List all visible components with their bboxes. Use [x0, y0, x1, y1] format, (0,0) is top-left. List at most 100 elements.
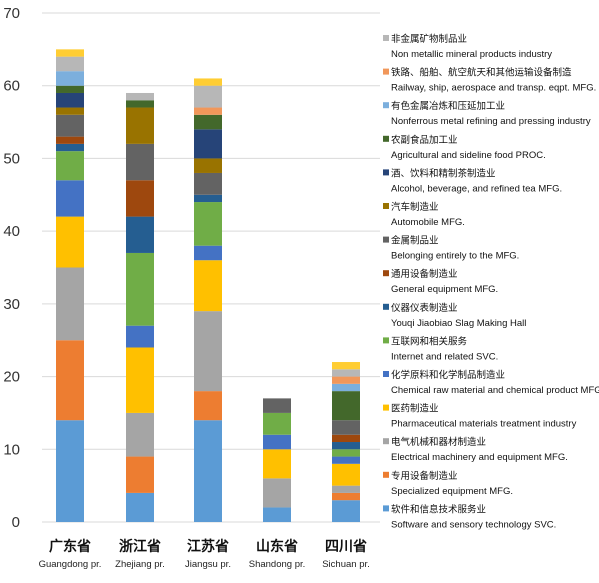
- bar-segment-c2-s9: [194, 158, 222, 173]
- bar-segment-c4-s0: [332, 500, 360, 522]
- bar-segment-c2-s5: [194, 202, 222, 246]
- legend-swatch-6: [383, 303, 389, 310]
- legend-swatch-4: [383, 371, 389, 377]
- legend-swatch-9: [383, 203, 389, 209]
- legend-label-cn-1: 专用设备制造业: [391, 470, 458, 482]
- bar-segment-c2-s2: [194, 311, 222, 392]
- bar-segment-c4-s4: [332, 456, 360, 464]
- legend-swatch-1: [383, 471, 389, 478]
- legend-label-cn-9: 汽车制造业: [391, 201, 439, 213]
- bar-segment-c1-s11: [126, 100, 154, 108]
- legend-swatch-3: [383, 404, 389, 411]
- bars: [56, 49, 360, 522]
- legend-label-en-9: Automobile MFG.: [391, 217, 465, 228]
- bar-segment-c0-s10: [56, 92, 84, 108]
- bar-segment-c4-s6: [332, 442, 360, 450]
- category-label-en-1: Zhejiang pr.: [115, 559, 165, 570]
- legend-label-cn-11: 农副食品加工业: [391, 134, 458, 146]
- bar-segment-c4-s3: [332, 463, 360, 486]
- legend-label-en-12: Nonferrous metal refining and pressing i…: [391, 116, 591, 127]
- bar-segment-c3-s0: [263, 507, 291, 522]
- category-label-cn-3: 山东省: [256, 538, 298, 554]
- bar-segment-c0-s0: [56, 420, 84, 522]
- legend-label-cn-3: 医药制造业: [391, 403, 439, 415]
- bar-segment-c2-s3: [194, 260, 222, 312]
- y-tick-label-30: 30: [3, 296, 20, 313]
- bar-segment-c1-s9: [126, 107, 154, 144]
- bar-segment-c0-s8: [56, 114, 84, 137]
- bar-segment-c0-s15: [56, 49, 84, 57]
- bar-segment-c4-s7: [332, 434, 360, 443]
- bar-segment-c2-s11: [194, 114, 222, 130]
- bar-segment-c2-s14: [194, 85, 222, 108]
- bar-segment-c0-s12: [56, 71, 84, 86]
- category-label-en-3: Shandong pr.: [249, 559, 306, 570]
- legend-label-cn-6: 仪器仪表制造业: [391, 302, 458, 314]
- legend-label-cn-8: 金属制品业: [391, 235, 439, 247]
- legend-label-cn-12: 有色金属冶炼和压延加工业: [391, 100, 505, 112]
- legend-swatch-12: [383, 102, 389, 109]
- bar-segment-c2-s6: [194, 194, 222, 203]
- bar-segment-c2-s13: [194, 107, 222, 115]
- y-tick-label-50: 50: [3, 150, 20, 167]
- bar-segment-c2-s15: [194, 78, 222, 86]
- bar-segment-c4-s12: [332, 383, 360, 392]
- legend-swatch-10: [383, 169, 389, 176]
- bar-segment-c1-s0: [126, 492, 154, 522]
- bar-segment-c4-s1: [332, 492, 360, 501]
- legend-label-en-10: Alcohol, beverage, and refined tea MFG.: [391, 183, 562, 194]
- legend-label-en-8: Belonging entirely to the MFG.: [391, 251, 519, 262]
- legend-label-en-11: Agricultural and sideline food PROC.: [391, 150, 546, 161]
- category-label-cn-1: 浙江省: [119, 538, 161, 554]
- y-tick-label-40: 40: [3, 223, 20, 240]
- bar-segment-c0-s4: [56, 180, 84, 217]
- legend-label-en-7: General equipment MFG.: [391, 284, 498, 295]
- legend-swatch-5: [383, 337, 389, 344]
- bar-segment-c0-s2: [56, 267, 84, 341]
- bar-segment-c0-s1: [56, 340, 84, 421]
- legend-label-en-3: Pharmaceutical materials treatment indus…: [391, 419, 577, 430]
- legend-label-cn-5: 互联网和相关服务: [391, 335, 468, 347]
- legend-label-cn-13: 铁路、船舶、航空航天和其他运输设备制造: [391, 67, 572, 79]
- bar-segment-c0-s9: [56, 107, 84, 115]
- legend-label-en-2: Electrical machinery and equipment MFG.: [391, 452, 568, 463]
- bar-segment-c4-s8: [332, 420, 360, 435]
- legend-label-en-14: Non metallic mineral products industry: [391, 49, 552, 60]
- legend-swatch-7: [383, 270, 389, 277]
- legend-swatch-0: [383, 505, 389, 512]
- category-label-en-4: Sichuan pr.: [322, 559, 370, 570]
- legend-label-en-5: Internet and related SVC.: [391, 351, 498, 362]
- bar-segment-c3-s5: [263, 412, 291, 435]
- bar-segment-c3-s2: [263, 478, 291, 508]
- axes: 0 10 20 30 40 50 60 70 广东省 Guangdong pr. 浙江省 Zhejia…: [3, 5, 369, 570]
- y-tick-label-60: 60: [3, 78, 20, 95]
- bar-segment-c1-s2: [126, 412, 154, 457]
- bar-segment-c1-s14: [126, 92, 154, 101]
- legend-swatch-8: [383, 236, 389, 243]
- bar-segment-c1-s8: [126, 143, 154, 181]
- legend-label-cn-0: 软件和信息技术服务业: [391, 503, 486, 515]
- legend-label-cn-7: 通用设备制造业: [391, 268, 458, 280]
- bar-segment-c0-s7: [56, 136, 84, 144]
- bar-segment-c4-s13: [332, 376, 360, 384]
- bar-segment-c0-s11: [56, 85, 84, 93]
- bar-segment-c3-s3: [263, 449, 291, 479]
- legend-label-en-13: Railway, ship, aerospace and transp. eqp…: [391, 83, 596, 94]
- legend-swatch-14: [383, 35, 389, 41]
- bar-segment-c4-s15: [332, 362, 360, 370]
- legend-label-en-0: Software and sensory technology SVC.: [391, 519, 556, 530]
- legend: 非金属矿物制品业 Non metallic mineral products in…: [383, 33, 599, 530]
- y-tick-label-70: 70: [3, 5, 20, 22]
- legend-label-en-6: Youqi Jiaobiao Slag Making Hall: [391, 318, 526, 329]
- category-label-cn-4: 四川省: [325, 538, 367, 554]
- legend-swatch-13: [383, 68, 389, 75]
- bar-segment-c2-s1: [194, 391, 222, 421]
- category-label-cn-0: 广东省: [49, 538, 91, 554]
- legend-label-cn-10: 酒、饮料和精制茶制造业: [391, 167, 496, 179]
- bar-segment-c1-s3: [126, 347, 154, 413]
- legend-label-en-4: Chemical raw material and chemical produ…: [391, 385, 599, 396]
- bar-segment-c0-s14: [56, 56, 84, 72]
- category-label-en-0: Guangdong pr.: [39, 559, 102, 570]
- bar-segment-c2-s0: [194, 420, 222, 522]
